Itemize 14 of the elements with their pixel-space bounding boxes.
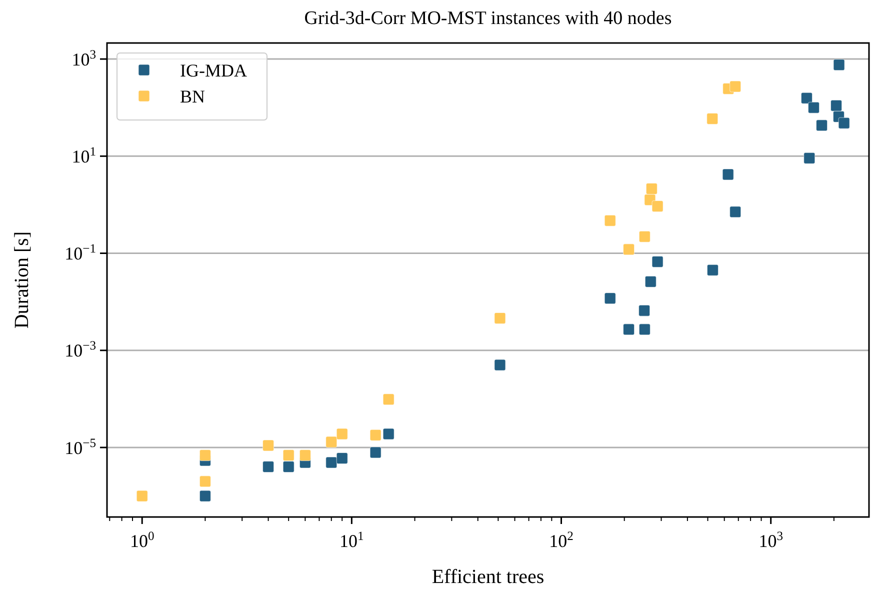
- chart-title: Grid-3d-Corr MO-MST instances with 40 nodes: [304, 8, 672, 29]
- x-tick-label: 10$^{1}$: [340, 529, 364, 551]
- x-tick-label: 10$^{3}$: [758, 529, 783, 551]
- y-tick-label: 10$^{−1}$: [64, 242, 96, 264]
- x-tick-label: 10$^{2}$: [549, 529, 574, 551]
- y-axis-title: Duration [s]: [11, 231, 33, 329]
- x-tick-label: 10$^{0}$: [130, 529, 154, 551]
- legend-label: IG-MDA: [180, 60, 247, 80]
- x-axis-title: Efficient trees: [432, 566, 544, 588]
- y-tick-label: 10$^{1}$: [72, 144, 96, 166]
- y-tick-label: 10$^{3}$: [72, 47, 96, 70]
- legend-label: BN: [180, 86, 206, 106]
- y-tick-label: 10$^{−5}$: [64, 436, 96, 458]
- y-tick-label: 10$^{−3}$: [64, 338, 96, 361]
